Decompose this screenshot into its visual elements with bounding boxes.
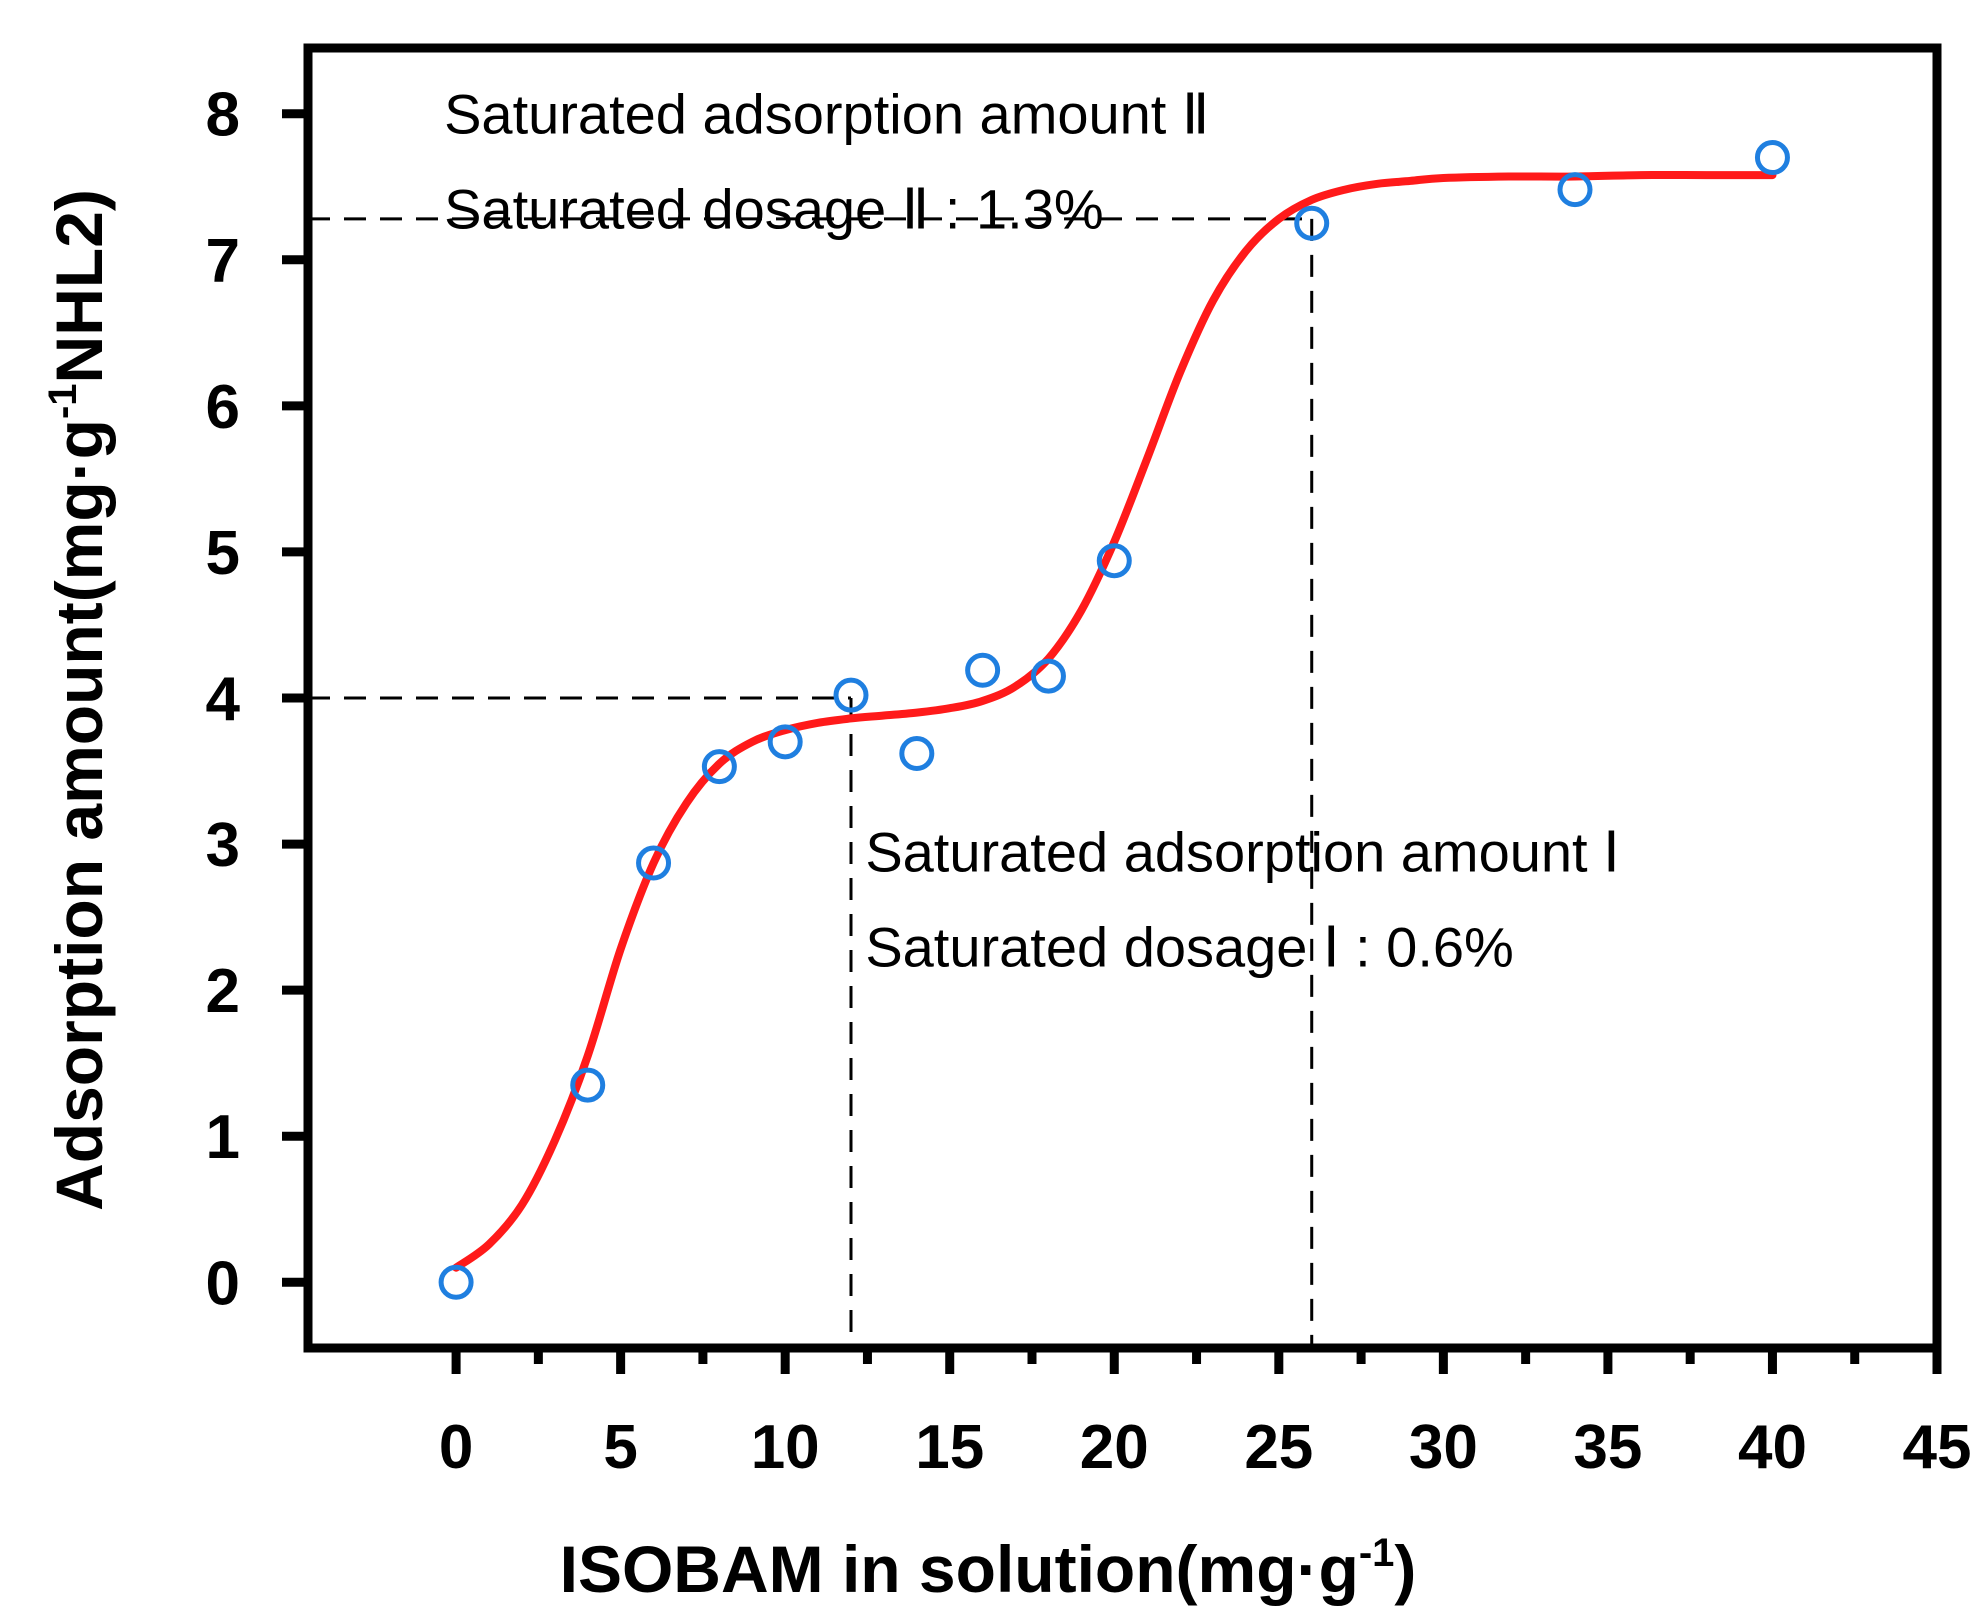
x-tick-label: 10 (751, 1413, 820, 1482)
y-tick-label: 4 (206, 665, 241, 734)
y-tick-label: 5 (206, 519, 240, 588)
annotation-amount-II: Saturated adsorption amount Ⅱ (444, 83, 1209, 146)
x-tick-label: 20 (1080, 1413, 1149, 1482)
y-tick-label: 0 (206, 1249, 240, 1318)
data-point (636, 845, 672, 881)
x-tick-label: 40 (1738, 1413, 1807, 1482)
y-tick-label: 7 (206, 227, 240, 296)
data-point (570, 1067, 606, 1103)
data-point (1030, 658, 1066, 694)
data-points-layer (438, 140, 1790, 1300)
reference-lines (308, 217, 1314, 1348)
annotations-layer: Saturated adsorption amount Ⅱ Saturated d… (444, 83, 1620, 979)
annotation-amount-I: Saturated adsorption amount Ⅰ (865, 820, 1619, 883)
annotation-dosage-I: Saturated dosage Ⅰ : 0.6% (865, 915, 1514, 978)
data-point (965, 652, 1001, 688)
data-point (438, 1264, 474, 1300)
data-point (767, 724, 803, 760)
data-point (1096, 543, 1132, 579)
data-point (1557, 172, 1593, 208)
x-tick-label: 45 (1903, 1413, 1972, 1482)
annotation-dosage-II: Saturated dosage Ⅱ : 1.3% (444, 178, 1104, 241)
fit-curve-layer (452, 170, 1777, 1272)
fit-curve (452, 170, 1777, 1272)
y-tick-label: 1 (206, 1103, 240, 1172)
data-point (833, 677, 869, 713)
y-tick-label: 2 (206, 957, 240, 1026)
y-axis-title: Adsorption amount(mg·g-1NHL2) (41, 189, 116, 1211)
y-tick-label: 8 (206, 81, 240, 150)
data-point (701, 749, 737, 785)
x-axis-title: ISOBAM in solution(mg·g-1) (560, 1531, 1417, 1606)
x-tick-label: 35 (1573, 1413, 1642, 1482)
data-point (1754, 140, 1790, 176)
y-tick-label: 3 (206, 811, 240, 880)
x-tick-label: 5 (603, 1413, 637, 1482)
x-tick-label: 15 (915, 1413, 984, 1482)
x-tick-label: 30 (1409, 1413, 1478, 1482)
y-tick-label: 6 (206, 373, 240, 442)
x-tick-label: 25 (1244, 1413, 1313, 1482)
data-point (1294, 205, 1330, 241)
data-point (899, 736, 935, 772)
x-tick-label: 0 (439, 1413, 473, 1482)
